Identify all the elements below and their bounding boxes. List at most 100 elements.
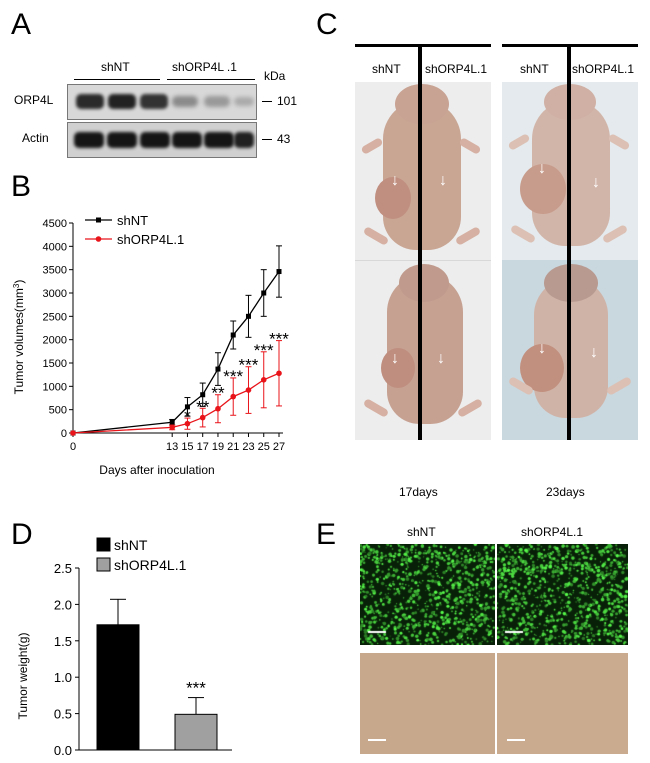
timepoint-label-17days: 17days — [399, 485, 438, 499]
fluorescence-texture — [497, 544, 628, 645]
data-point — [245, 387, 252, 393]
blot-band — [140, 94, 168, 109]
blot-band — [204, 132, 234, 148]
bar — [174, 713, 218, 751]
y-tick-label: 2.0 — [54, 597, 72, 612]
bar — [96, 624, 140, 751]
blot-band — [172, 132, 202, 148]
data-point — [169, 419, 175, 425]
timepoint-label-23days: 23days — [546, 485, 585, 499]
data-point — [184, 404, 190, 410]
blot-kda-value-101: 101 — [277, 94, 298, 108]
x-tick-label: 27 — [273, 441, 285, 453]
data-point — [215, 405, 221, 412]
tumor-icon — [520, 164, 566, 214]
blot-kda-label: kDa — [264, 69, 286, 83]
chart-b-x-axis-label: Days after inoculation — [99, 463, 214, 477]
mouse-divider-line-17d — [418, 44, 422, 440]
mouse-label-shorp4l-17d: shORP4L.1 — [425, 62, 488, 76]
chart-d-y-axis-label: Tumor weight(g) — [16, 633, 30, 720]
mouse-label-shorp4l-23d: shORP4L.1 — [572, 62, 635, 76]
mouse-divider-line-23d — [567, 44, 571, 440]
mouse-header-bar-17d — [355, 44, 491, 47]
data-point — [200, 392, 206, 398]
data-point — [276, 269, 282, 275]
blot-band — [234, 97, 254, 106]
panel-letter-e: E — [316, 518, 337, 551]
data-point — [276, 370, 282, 377]
significance-label: ** — [211, 384, 225, 403]
blot-kda-tick-101 — [262, 101, 272, 102]
arrow-down-icon: ↓ — [391, 350, 399, 367]
legend-label: shORP4L.1 — [114, 557, 187, 573]
tumor-weight-chart: 0.0 0.5 1.0 1.5 2.0 2.5 shNT shORP4L.1 *** Tum… — [16, 537, 232, 758]
tumor-icon — [375, 177, 411, 219]
x-tick-label: 0 — [70, 441, 76, 453]
blot-band — [234, 132, 254, 148]
chart-b-legend: shNT shORP4L.1 — [85, 213, 184, 247]
y-tick-label: 3000 — [43, 288, 67, 300]
blot-group-underline-shorp4l — [167, 79, 255, 80]
fluorescence-image-shorp4l — [497, 544, 628, 645]
y-tick-label: 2000 — [43, 335, 67, 347]
blot-band — [108, 94, 136, 109]
brightfield-image-shorp4l — [497, 653, 628, 754]
legend-swatch — [96, 557, 111, 572]
arrow-down-icon: ↓ — [590, 344, 598, 361]
significance-label: *** — [223, 367, 243, 386]
data-point — [184, 420, 191, 427]
mouse-label-shnt-17d: shNT — [372, 62, 401, 76]
significance-label: *** — [239, 356, 259, 375]
significance-label: *** — [269, 330, 289, 349]
blot-strip-actin — [67, 122, 257, 158]
arrow-down-icon: ↓ — [538, 340, 546, 357]
data-point — [230, 332, 236, 338]
mouse-head-icon — [395, 84, 449, 124]
mouse-body-icon — [383, 100, 461, 250]
mouse-head-icon — [399, 264, 449, 302]
x-tick-label: 25 — [258, 441, 270, 453]
legend-label: shORP4L.1 — [117, 232, 184, 247]
y-tick-label: 0.0 — [54, 743, 72, 758]
y-tick-label: 4000 — [43, 241, 67, 253]
y-tick-label: 0 — [61, 428, 67, 440]
significance-label: *** — [254, 341, 274, 360]
y-tick-label: 4500 — [43, 218, 67, 230]
blot-band — [140, 132, 170, 148]
blot-band — [76, 94, 104, 109]
legend-label: shNT — [114, 537, 148, 553]
panel-letter-a: A — [11, 8, 32, 41]
x-tick-label: 23 — [242, 441, 254, 453]
paw-icon — [454, 226, 482, 246]
y-tick-label: 0.5 — [54, 707, 72, 722]
legend-label: shNT — [117, 213, 148, 228]
panel-letter-b: B — [11, 170, 32, 203]
x-tick-label: 17 — [197, 441, 209, 453]
arrow-down-icon: ↓ — [538, 160, 546, 177]
data-point — [230, 393, 237, 400]
paw-icon — [509, 224, 537, 244]
chart-d-bars — [96, 598, 218, 751]
blot-group-underline-shnt — [74, 79, 160, 80]
y-tick-label: 2.5 — [54, 561, 72, 576]
brightfield-image-shnt — [360, 653, 495, 754]
mouse-label-shnt-23d: shNT — [520, 62, 549, 76]
significance-label: ** — [196, 397, 210, 416]
paw-icon — [458, 137, 482, 155]
blot-group-label-shnt: shNT — [101, 60, 130, 74]
y-tick-label: 500 — [49, 405, 67, 417]
blot-kda-value-43: 43 — [277, 132, 291, 146]
data-point — [70, 430, 76, 436]
blot-band — [204, 96, 230, 107]
y-tick-label: 1.0 — [54, 670, 72, 685]
tumor-icon — [381, 348, 415, 388]
y-tick-label: 1.5 — [54, 634, 72, 649]
paw-icon — [507, 133, 531, 151]
cell-label-shorp4l: shORP4L.1 — [521, 525, 584, 539]
legend-marker — [95, 236, 102, 242]
blot-kda-tick-43 — [262, 139, 272, 140]
scale-bar — [507, 739, 525, 741]
fluorescence-image-shnt — [360, 544, 495, 645]
